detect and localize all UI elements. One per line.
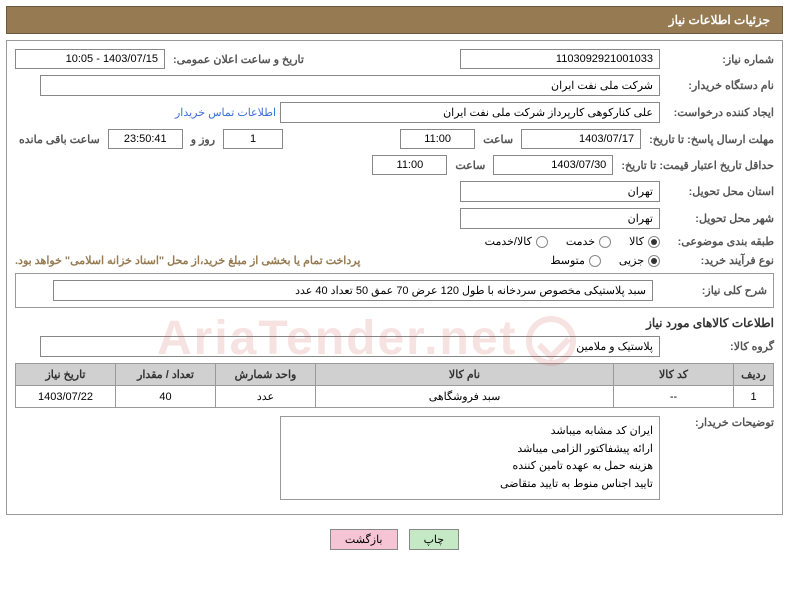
requester-label: ایجاد کننده درخواست:: [664, 106, 774, 119]
announce-label: تاریخ و ساعت اعلان عمومی:: [169, 53, 308, 66]
th-row: ردیف: [734, 364, 774, 386]
time-label-1: ساعت: [479, 133, 517, 146]
panel-header: جزئیات اطلاعات نیاز: [6, 6, 783, 34]
td-row: 1: [734, 386, 774, 408]
city-field: تهران: [460, 208, 660, 229]
desc-field: سبد پلاستیکی مخصوص سردخانه با طول 120 عر…: [53, 280, 653, 301]
print-button[interactable]: چاپ: [409, 529, 460, 550]
radio-both[interactable]: [536, 236, 548, 248]
process-radio-group: جزیی متوسط: [550, 254, 660, 267]
contact-link[interactable]: اطلاعات تماس خریدار: [175, 106, 276, 119]
time-label-2: ساعت: [451, 159, 489, 172]
note-line-2: ارائه پیشفاکتور الزامی میباشد: [287, 441, 653, 459]
payment-note: پرداخت تمام یا بخشی از مبلغ خرید،از محل …: [15, 254, 360, 267]
th-date: تاریخ نیاز: [16, 364, 116, 386]
days-and-label: روز و: [187, 133, 219, 146]
countdown-field: 23:50:41: [108, 129, 183, 149]
buyer-notes-box: ایران کد مشابه میباشد ارائه پیشفاکتور ال…: [280, 416, 660, 500]
validity-date-field: 1403/07/30: [493, 155, 613, 175]
radio-both-label: کالا/خدمت: [485, 235, 532, 248]
announce-field: 1403/07/15 - 10:05: [15, 49, 165, 69]
need-number-label: شماره نیاز:: [664, 53, 774, 66]
buyer-org-field: شرکت ملی نفت ایران: [40, 75, 660, 96]
buyer-org-label: نام دستگاه خریدار:: [664, 79, 774, 92]
group-field: پلاستیک و ملامین: [40, 336, 660, 357]
note-line-1: ایران کد مشابه میباشد: [287, 423, 653, 441]
radio-goods-label: کالا: [629, 235, 644, 248]
td-name: سبد فروشگاهی: [316, 386, 614, 408]
deadline-time-field: 11:00: [400, 129, 475, 149]
category-radio-group: کالا خدمت کالا/خدمت: [485, 235, 660, 248]
desc-label: شرح کلی نیاز:: [657, 284, 767, 297]
table-header-row: ردیف کد کالا نام کالا واحد شمارش تعداد /…: [16, 364, 774, 386]
td-date: 1403/07/22: [16, 386, 116, 408]
td-code: --: [614, 386, 734, 408]
goods-table: ردیف کد کالا نام کالا واحد شمارش تعداد /…: [15, 363, 774, 408]
radio-medium-label: متوسط: [550, 254, 585, 267]
province-label: استان محل تحویل:: [664, 185, 774, 198]
button-row: چاپ بازگشت: [0, 521, 789, 558]
buyer-notes-label: توضیحات خریدار:: [664, 416, 774, 429]
td-qty: 40: [116, 386, 216, 408]
need-number-field: 1103092921001033: [460, 49, 660, 69]
radio-medium[interactable]: [589, 255, 601, 267]
category-label: طبقه بندی موضوعی:: [664, 235, 774, 248]
th-code: کد کالا: [614, 364, 734, 386]
province-field: تهران: [460, 181, 660, 202]
th-name: نام کالا: [316, 364, 614, 386]
days-field: 1: [223, 129, 283, 149]
deadline-date-field: 1403/07/17: [521, 129, 641, 149]
radio-service-label: خدمت: [566, 235, 595, 248]
th-unit: واحد شمارش: [216, 364, 316, 386]
goods-section-title: اطلاعات کالاهای مورد نیاز: [15, 316, 774, 330]
validity-label: حداقل تاریخ اعتبار قیمت: تا تاریخ:: [617, 159, 774, 172]
main-panel: AriaTender.net شماره نیاز: 1103092921001…: [6, 40, 783, 515]
th-qty: تعداد / مقدار: [116, 364, 216, 386]
radio-partial[interactable]: [648, 255, 660, 267]
city-label: شهر محل تحویل:: [664, 212, 774, 225]
process-label: نوع فرآیند خرید:: [664, 254, 774, 267]
radio-partial-label: جزیی: [619, 254, 644, 267]
radio-service[interactable]: [599, 236, 611, 248]
remaining-label: ساعت باقی مانده: [15, 133, 104, 146]
deadline-label: مهلت ارسال پاسخ: تا تاریخ:: [645, 133, 774, 146]
back-button[interactable]: بازگشت: [330, 529, 398, 550]
table-row: 1 -- سبد فروشگاهی عدد 40 1403/07/22: [16, 386, 774, 408]
td-unit: عدد: [216, 386, 316, 408]
radio-goods[interactable]: [648, 236, 660, 248]
note-line-3: هزینه حمل به عهده تامین کننده: [287, 458, 653, 476]
validity-time-field: 11:00: [372, 155, 447, 175]
requester-field: علی کنارکوهی کارپرداز شرکت ملی نفت ایران: [280, 102, 660, 123]
description-box: شرح کلی نیاز: سبد پلاستیکی مخصوص سردخانه…: [15, 273, 774, 308]
group-label: گروه کالا:: [664, 340, 774, 353]
note-line-4: تایید اجناس منوط به تایید متقاضی: [287, 476, 653, 494]
